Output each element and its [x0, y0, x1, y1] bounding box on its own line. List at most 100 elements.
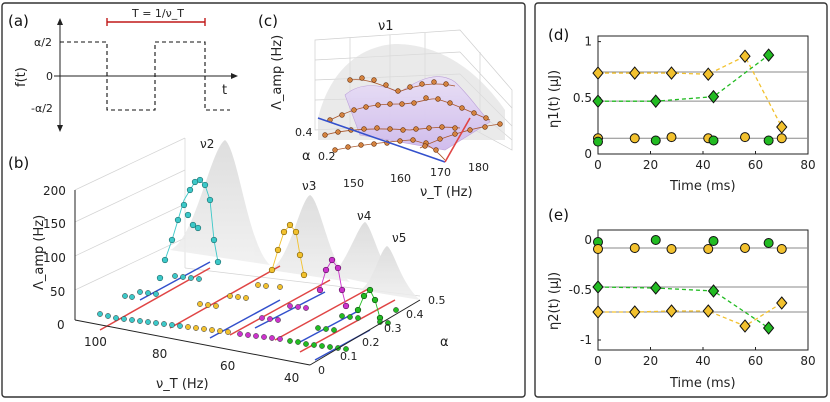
yellow-circle-point	[776, 244, 787, 254]
panel-c-xlabel: ν_T (Hz)	[420, 185, 473, 200]
panel-c-xtick-150: 150	[343, 177, 364, 190]
nu3-dots	[268, 221, 308, 279]
green-diamond-point	[762, 321, 775, 335]
panel-d-label: (d)	[548, 26, 569, 44]
period-label: T = 1/ν_T	[131, 7, 184, 20]
panel-a-yaxis-arrow-down	[57, 125, 63, 132]
nu2-label: ν2	[200, 137, 214, 151]
yellow-circle-point	[776, 133, 787, 144]
yellow-circle-point	[629, 243, 640, 253]
nu5-dots	[354, 286, 384, 322]
panel-c-xtick-160: 160	[390, 172, 411, 185]
yellow-circle-point	[703, 244, 714, 254]
panel-b: (b)	[8, 137, 449, 392]
yellow-diamond-point	[665, 66, 678, 80]
green-circle-point	[650, 135, 661, 146]
panel-d: (d) 0 20 40 60 80 0 0.5 1 η1(t) (μJ) Time (ms)	[547, 26, 816, 194]
panel-a: (a) f(t) t α/2 0 -α/2 T = 1/ν_T	[8, 7, 238, 132]
panel-d-ticks: 0 20 40 60 80 0 0.5 1	[573, 35, 816, 172]
panel-c-blue-line	[317, 117, 446, 163]
green-circle-point	[593, 136, 603, 147]
panel-d-ylabel: η1(t) (μJ)	[547, 70, 562, 128]
y-tick-label: -1	[580, 333, 592, 347]
panel-b-xtick-100: 100	[84, 335, 107, 349]
panel-b-front-axis	[74, 319, 311, 366]
panel-c-alpha-tick-04: 0.4	[295, 126, 313, 139]
panel-b-alpha-tick-05: 0.5	[428, 294, 446, 307]
panel-a-ytick-top: α/2	[34, 36, 52, 49]
shade-nu2	[170, 140, 270, 265]
panel-b-xtick-80: 80	[152, 347, 167, 361]
yellow-diamond-trend-line	[598, 302, 783, 327]
panel-d-xlabel: Time (ms)	[669, 179, 736, 194]
panel-e-ticks: 0 20 40 60 80 0 -0.5 -1	[569, 233, 816, 368]
panel-a-yaxis-arrow-up	[57, 18, 63, 25]
panel-c-alpha-label: α	[302, 149, 311, 164]
panel-a-xaxis-arrow	[231, 73, 238, 79]
y-tick-label: 1	[584, 35, 592, 49]
panel-d-marks	[592, 48, 788, 147]
panel-b-alpha-tick-02: 0.2	[362, 336, 380, 349]
yellow-diamond-point	[776, 296, 788, 310]
panel-d-hlines	[598, 71, 808, 139]
panel-b-ytick-200: 200	[43, 184, 66, 198]
panel-c-label: (c)	[258, 12, 278, 30]
x-tick-label: 60	[748, 354, 763, 368]
panel-a-ytick-bottom: -α/2	[31, 102, 53, 115]
x-tick-label: 40	[695, 354, 710, 368]
panel-e: (e) 0 20 40 60 80 0 -0.5 -1 η2(t) (μJ) Time (ms…	[547, 206, 816, 391]
yellow-diamond-point	[739, 49, 751, 64]
yellow-circle-point	[666, 132, 677, 143]
panel-e-label: (e)	[548, 206, 569, 224]
panel-a-ylabel: f(t)	[14, 67, 29, 87]
yellow-diamond-point	[702, 67, 714, 81]
yellow-diamond-trend-line	[598, 55, 783, 128]
shade-nu5	[360, 246, 420, 300]
panel-b-ylabel: Λ_amp (Hz)	[32, 215, 47, 290]
panel-b-label: (b)	[8, 154, 29, 172]
green-circle-point	[650, 235, 661, 245]
panel-b-ytick-100: 100	[43, 251, 66, 265]
green-diamond-point	[707, 89, 720, 104]
nu4-dots	[316, 256, 350, 310]
panel-b-ytick-150: 150	[43, 217, 66, 231]
panel-b-alpha-label: α	[440, 335, 449, 350]
x-tick-label: 0	[594, 158, 602, 172]
panel-b-base-dots	[97, 273, 399, 352]
panel-c-xtick-180: 180	[468, 161, 489, 174]
y-tick-label: 0	[584, 233, 592, 247]
x-tick-label: 60	[748, 158, 763, 172]
nu2-dots	[156, 176, 222, 282]
right-panel-frame	[534, 2, 828, 398]
panel-b-xtick-60: 60	[220, 359, 235, 373]
yellow-circle-point	[629, 133, 640, 144]
panel-c-red-line	[444, 117, 471, 163]
yellow-diamond-point	[592, 305, 604, 319]
green-diamond-trend-line	[597, 286, 769, 329]
y-tick-label: -0.5	[569, 283, 592, 297]
nu5-label: ν5	[392, 231, 406, 245]
panel-c-alpha-tick-02: 0.2	[318, 150, 336, 163]
square-wave	[60, 41, 230, 111]
yellow-diamond-point	[739, 319, 751, 333]
panel-a-label: (a)	[8, 12, 29, 30]
yellow-diamond-point	[592, 66, 604, 80]
green-diamond-point	[592, 94, 604, 108]
green-diamond-trend-line	[598, 54, 770, 102]
green-diamond-point	[650, 281, 662, 295]
nu4-label: ν4	[357, 209, 371, 223]
green-circle-point	[763, 135, 774, 146]
green-circle-point	[763, 238, 774, 248]
panel-e-hlines	[598, 247, 808, 313]
panel-b-alpha-tick-01: 0.1	[340, 350, 358, 363]
panel-c: (c) ν1	[258, 12, 513, 200]
panel-b-ytick-50: 50	[50, 285, 65, 299]
yellow-diamond-point	[665, 304, 678, 318]
panel-c-xtick-170: 170	[430, 166, 451, 179]
nu3-label: ν3	[302, 179, 316, 193]
x-tick-label: 20	[643, 158, 658, 172]
panel-d-axes-box	[597, 35, 809, 155]
green-diamond-point	[592, 280, 604, 294]
panel-a-ytick-zero: 0	[46, 70, 53, 83]
